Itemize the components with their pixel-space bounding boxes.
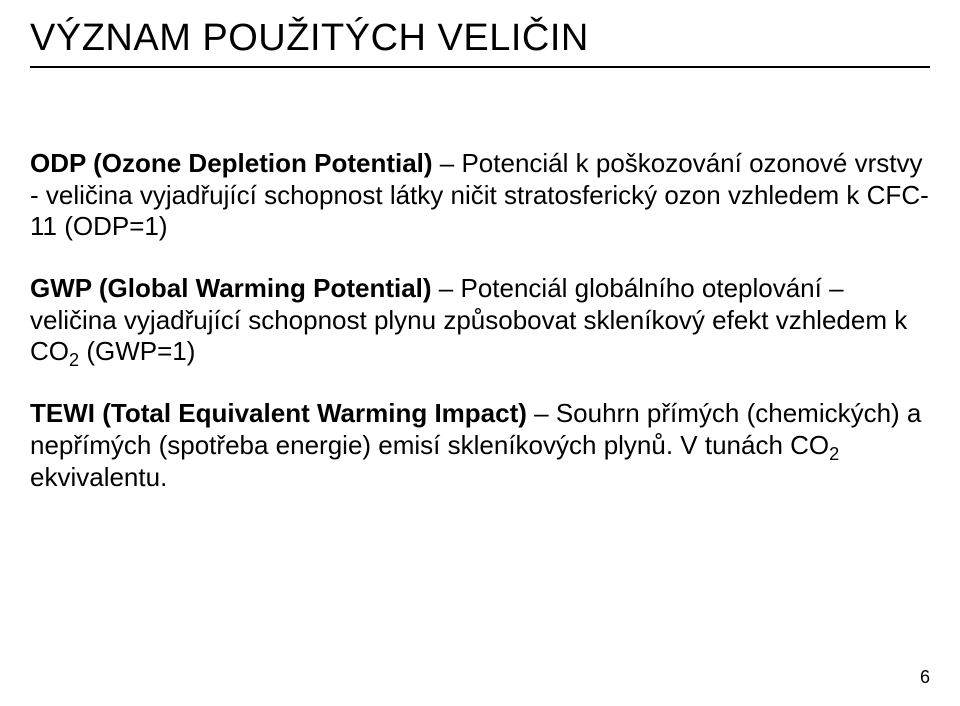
- page-number: 6: [920, 667, 930, 688]
- subscript-gwp: 2: [69, 351, 79, 371]
- term-tewi: TEWI (Total Equivalent Warming Impact): [30, 398, 527, 428]
- paragraph-odp: ODP (Ozone Depletion Potential) – Potenc…: [30, 148, 930, 243]
- term-odp: ODP (Ozone Depletion Potential): [30, 148, 433, 178]
- subscript-tewi: 2: [829, 444, 839, 464]
- slide-body: ODP (Ozone Depletion Potential) – Potenc…: [30, 148, 930, 493]
- text-gwp-after: (GWP=1): [79, 336, 195, 366]
- title-underline: [30, 66, 930, 68]
- term-gwp: GWP (Global Warming Potential): [30, 273, 432, 303]
- slide-title: VÝZNAM POUŽITÝCH VELIČIN: [30, 18, 930, 60]
- text-tewi-after: ekvivalentu.: [30, 462, 167, 492]
- slide: VÝZNAM POUŽITÝCH VELIČIN ODP (Ozone Depl…: [0, 0, 960, 706]
- paragraph-gwp: GWP (Global Warming Potential) – Potenci…: [30, 273, 930, 368]
- paragraph-tewi: TEWI (Total Equivalent Warming Impact) –…: [30, 398, 930, 493]
